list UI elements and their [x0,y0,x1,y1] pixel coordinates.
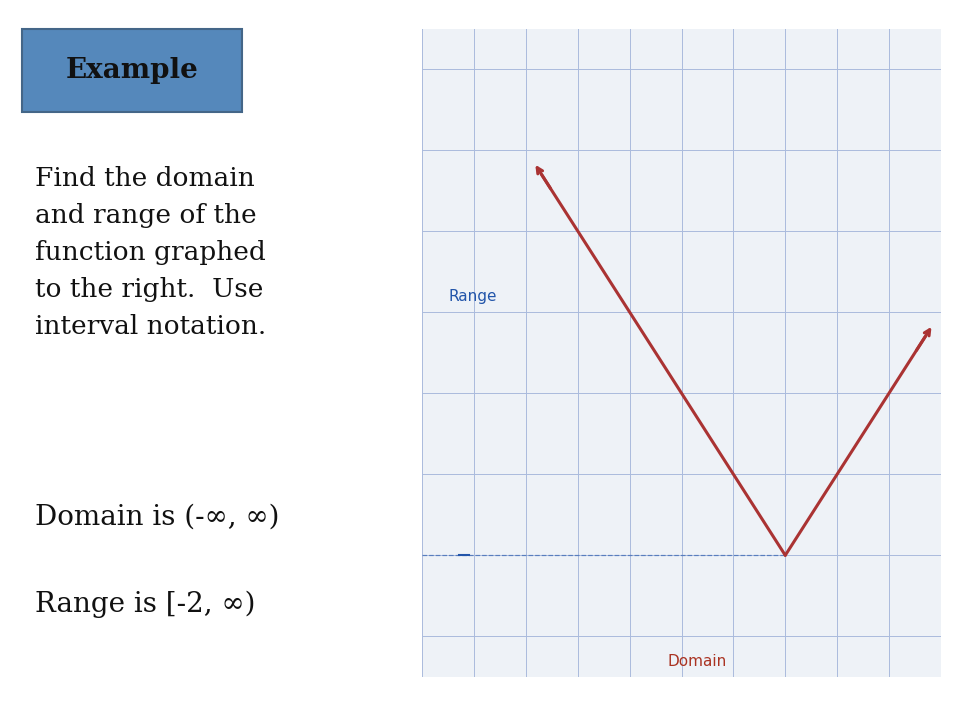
Text: Find the domain
and range of the
function graphed
to the right.  Use
interval no: Find the domain and range of the functio… [35,166,266,338]
Text: Domain: Domain [667,654,727,669]
FancyBboxPatch shape [22,29,242,112]
Text: Range: Range [448,289,497,304]
Text: Range is [-2, ∞): Range is [-2, ∞) [35,590,255,618]
Text: $\mathbf{\mathit{y}}$: $\mathbf{\mathit{y}}$ [680,0,696,2]
Text: Example: Example [65,57,199,84]
Text: Domain is (-∞, ∞): Domain is (-∞, ∞) [35,504,279,531]
